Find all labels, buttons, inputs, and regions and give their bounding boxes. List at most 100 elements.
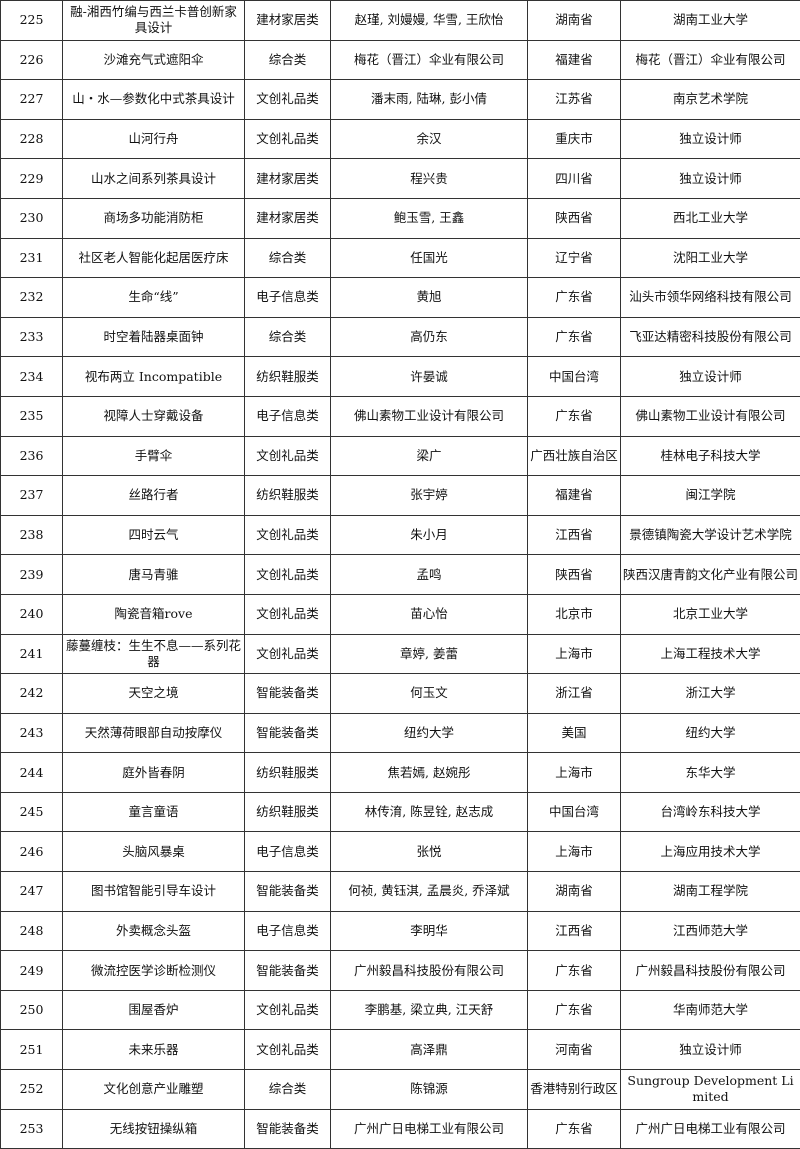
row-number: 240 [1,594,63,634]
work-name: 未来乐器 [63,1030,245,1070]
row-number: 226 [1,40,63,80]
organization: 上海工程技术大学 [621,634,800,674]
work-name: 生命“线” [63,278,245,318]
region: 上海市 [528,753,621,793]
work-name: 唐马青骓 [63,555,245,595]
organization: 上海应用技术大学 [621,832,800,872]
designers: 余汉 [331,119,528,159]
row-number: 252 [1,1070,63,1110]
work-name: 陶瓷音箱rove [63,594,245,634]
region: 广东省 [528,396,621,436]
designers: 佛山素物工业设计有限公司 [331,396,528,436]
row-number: 232 [1,278,63,318]
organization: 梅花（晋江）伞业有限公司 [621,40,800,80]
designers: 潘末雨, 陆琳, 彭小倩 [331,80,528,120]
organization: 江西师范大学 [621,911,800,951]
category: 综合类 [245,317,331,357]
row-number: 230 [1,198,63,238]
category: 建材家居类 [245,198,331,238]
category: 文创礼品类 [245,1030,331,1070]
organization: 桂林电子科技大学 [621,436,800,476]
category: 智能装备类 [245,872,331,912]
region: 重庆市 [528,119,621,159]
organization: 西北工业大学 [621,198,800,238]
designers: 程兴贵 [331,159,528,199]
work-name: 时空着陆器桌面钟 [63,317,245,357]
organization: 台湾岭东科技大学 [621,792,800,832]
region: 中国台湾 [528,792,621,832]
category: 智能装备类 [245,951,331,991]
designers: 鲍玉雪, 王鑫 [331,198,528,238]
region: 陕西省 [528,198,621,238]
organization: 独立设计师 [621,119,800,159]
work-name: 山・水—参数化中式茶具设计 [63,80,245,120]
work-name: 山河行舟 [63,119,245,159]
category: 电子信息类 [245,396,331,436]
organization: 沈阳工业大学 [621,238,800,278]
designers: 孟鸣 [331,555,528,595]
region: 北京市 [528,594,621,634]
region: 江西省 [528,911,621,951]
row-number: 236 [1,436,63,476]
work-name: 商场多功能消防柜 [63,198,245,238]
row-number: 235 [1,396,63,436]
designers: 何玉文 [331,674,528,714]
organization: 浙江大学 [621,674,800,714]
category: 建材家居类 [245,1,331,41]
work-name: 庭外皆春阴 [63,753,245,793]
region: 广东省 [528,1109,621,1149]
row-number: 245 [1,792,63,832]
region: 香港特别行政区 [528,1070,621,1110]
designers: 高泽鼎 [331,1030,528,1070]
row-number: 231 [1,238,63,278]
designers: 梅花（晋江）伞业有限公司 [331,40,528,80]
designers: 张悦 [331,832,528,872]
organization: 景德镇陶瓷大学设计艺术学院 [621,515,800,555]
organization: 独立设计师 [621,1030,800,1070]
designers: 任国光 [331,238,528,278]
designers: 梁广 [331,436,528,476]
designers: 高仍东 [331,317,528,357]
organization: 汕头市领华网络科技有限公司 [621,278,800,318]
category: 文创礼品类 [245,119,331,159]
work-name: 视障人士穿戴设备 [63,396,245,436]
work-name: 社区老人智能化起居医疗床 [63,238,245,278]
work-name: 微流控医学诊断检测仪 [63,951,245,991]
work-name: 四时云气 [63,515,245,555]
category: 文创礼品类 [245,634,331,674]
organization: 闽江学院 [621,476,800,516]
row-number: 250 [1,990,63,1030]
row-number: 246 [1,832,63,872]
work-name: 围屋香炉 [63,990,245,1030]
region: 美国 [528,713,621,753]
work-name: 藤蔓缠枝：生生不息——系列花器 [63,634,245,674]
row-number: 243 [1,713,63,753]
category: 纺织鞋服类 [245,753,331,793]
organization: 陕西汉唐青韵文化产业有限公司 [621,555,800,595]
organization: 东华大学 [621,753,800,793]
category: 综合类 [245,40,331,80]
category: 纺织鞋服类 [245,476,331,516]
region: 四川省 [528,159,621,199]
category: 文创礼品类 [245,436,331,476]
designers: 广州毅昌科技股份有限公司 [331,951,528,991]
category: 综合类 [245,1070,331,1110]
work-name: 外卖概念头盔 [63,911,245,951]
row-number: 233 [1,317,63,357]
region: 广东省 [528,951,621,991]
category: 纺织鞋服类 [245,792,331,832]
region: 广东省 [528,317,621,357]
category: 综合类 [245,238,331,278]
work-name: 视布两立 Incompatible [63,357,245,397]
